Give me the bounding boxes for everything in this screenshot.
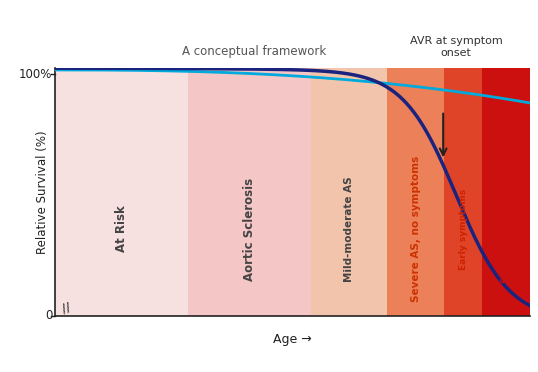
Bar (444, 68, 482, 316)
Text: //: // (60, 300, 73, 315)
Bar (482, 68, 530, 316)
Bar (54, 68, 188, 316)
Text: 100%: 100% (19, 68, 52, 81)
Text: Age →: Age → (273, 333, 312, 346)
Text: Severe symptoms AS: Severe symptoms AS (501, 176, 511, 283)
Bar (311, 68, 387, 316)
Y-axis label: Relative Survival (%): Relative Survival (%) (36, 130, 49, 254)
Bar (387, 68, 444, 316)
Bar (188, 68, 311, 316)
Text: Aortic Sclerosis: Aortic Sclerosis (243, 177, 256, 280)
Text: AVR at symptom
onset: AVR at symptom onset (409, 36, 502, 58)
Text: At Risk: At Risk (115, 206, 128, 253)
Text: Mild-moderate AS: Mild-moderate AS (344, 176, 354, 282)
Text: A conceptual framework: A conceptual framework (182, 45, 326, 58)
Text: Severe AS, no symptoms: Severe AS, no symptoms (410, 156, 421, 302)
Text: Early symptoms: Early symptoms (459, 189, 468, 270)
Text: 0: 0 (45, 309, 52, 322)
